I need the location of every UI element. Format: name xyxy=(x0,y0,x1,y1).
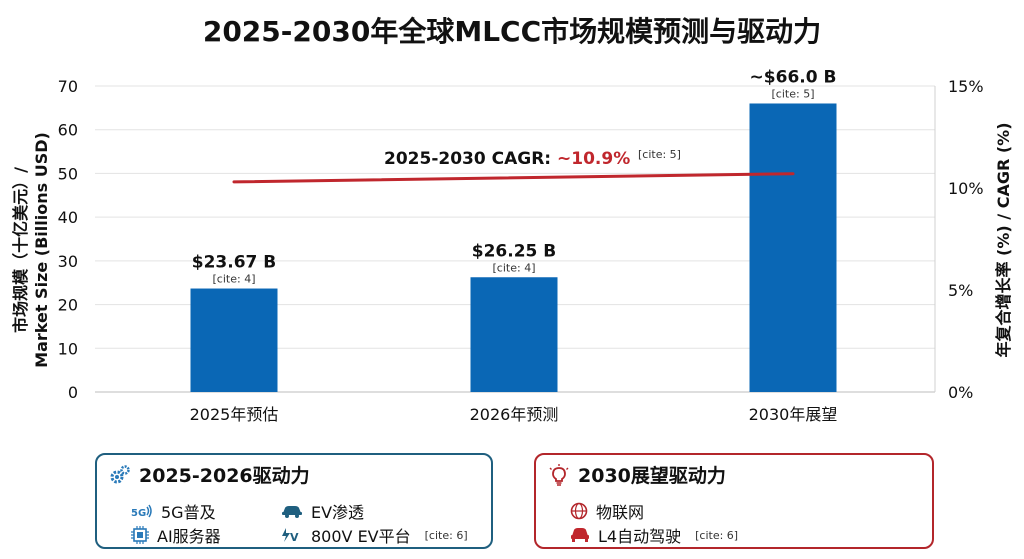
driver-cite: [cite: 6] xyxy=(424,528,468,542)
driver-label: 物联网 xyxy=(596,503,645,522)
y-tick-left: 40 xyxy=(58,208,78,227)
driver-item-l4-autonomous: L4自动驾驶 [cite: 6] xyxy=(570,523,738,547)
iot-icon xyxy=(570,502,588,520)
bar xyxy=(749,103,837,392)
bar xyxy=(470,277,558,392)
drivers-panel-2030-title: 2030展望驱动力 xyxy=(578,465,726,487)
y-axis-label-left-line2: Market Size (Billions USD) xyxy=(32,132,51,368)
y-tick-left: 30 xyxy=(58,252,78,271)
gear-icon xyxy=(109,464,131,486)
cagr-line xyxy=(232,172,795,184)
driver-label: 5G普及 xyxy=(161,503,216,522)
5g-icon: 5G xyxy=(131,503,153,519)
y-tick-left: 10 xyxy=(58,339,78,358)
bar-cite-label: [cite: 4] xyxy=(493,261,536,274)
chart-title: 2025-2030年全球MLCC市场规模预测与驱动力 xyxy=(202,15,822,48)
drivers-panel-2030: 2030展望驱动力 物联网 L4自动驾驶 [cite: 6] xyxy=(534,453,934,549)
y-tick-left: 0 xyxy=(68,383,78,402)
y-tick-left: 70 xyxy=(58,77,78,96)
lightbulb-icon xyxy=(548,463,570,486)
bar-value-label: $26.25 B xyxy=(472,241,556,261)
ev-icon: V xyxy=(281,527,303,544)
bar xyxy=(190,288,278,392)
y-axis-label-right: 年复合增长率 (%) / CAGR (%) xyxy=(994,122,1013,357)
driver-label: L4自动驾驶 xyxy=(598,527,682,546)
drivers-panel-2025-2026-title: 2025-2026驱动力 xyxy=(139,465,310,487)
y-tick-right: 0% xyxy=(948,383,973,402)
x-tick-label: 2025年预估 xyxy=(190,405,279,424)
y-tick-left: 20 xyxy=(58,296,78,315)
x-tick-label: 2030年展望 xyxy=(749,405,838,424)
svg-text:V: V xyxy=(290,531,299,543)
bar-value-label: ~$66.0 B xyxy=(750,67,837,87)
cagr-cite: [cite: 5] xyxy=(638,148,681,161)
y-tick-right: 15% xyxy=(948,77,984,96)
car-icon xyxy=(570,527,590,543)
driver-item-5g: 5G 5G普及 xyxy=(131,499,216,523)
driver-item-800v-ev: V 800V EV平台 [cite: 6] xyxy=(281,523,468,547)
cagr-line-group: 2025-2030 CAGR: ~10.9% [cite: 5] xyxy=(232,148,795,184)
bar-cite-label: [cite: 5] xyxy=(772,87,815,100)
drivers-panel-2025-2026-header: 2025-2026驱动力 xyxy=(109,461,310,488)
y-tick-left: 50 xyxy=(58,164,78,183)
drivers-panel-2025-2026: 2025-2026驱动力 5G 5G普及 EV渗透 xyxy=(95,453,493,549)
chip-icon xyxy=(131,526,149,544)
driver-item-ev-penetration: EV渗透 xyxy=(281,499,364,523)
driver-label: EV渗透 xyxy=(311,503,365,522)
y-tick-right: 10% xyxy=(948,179,984,198)
drivers-panel-2030-header: 2030展望驱动力 xyxy=(548,461,726,488)
bar-cite-label: [cite: 4] xyxy=(213,273,256,286)
bars xyxy=(190,103,837,392)
labels: $23.67 B[cite: 4]2025年预估$26.25 B[cite: 4… xyxy=(190,67,838,424)
y-tick-right: 5% xyxy=(948,281,973,300)
driver-item-ai-server: AI服务器 xyxy=(131,523,221,547)
cagr-label: 2025-2030 CAGR: ~10.9% xyxy=(384,149,630,169)
driver-label: AI服务器 xyxy=(157,527,221,546)
driver-cite: [cite: 6] xyxy=(695,528,739,542)
y-axis-label-left-line1: 市场规模（十亿美元）/ xyxy=(11,167,30,333)
driver-label: 800V EV平台 xyxy=(311,527,411,546)
svg-text:5G: 5G xyxy=(131,508,146,519)
car-icon xyxy=(281,504,303,518)
driver-item-iot: 物联网 xyxy=(570,499,644,523)
bar-value-label: $23.67 B xyxy=(192,253,276,273)
y-tick-left: 60 xyxy=(58,121,78,140)
x-tick-label: 2026年预测 xyxy=(470,405,559,424)
